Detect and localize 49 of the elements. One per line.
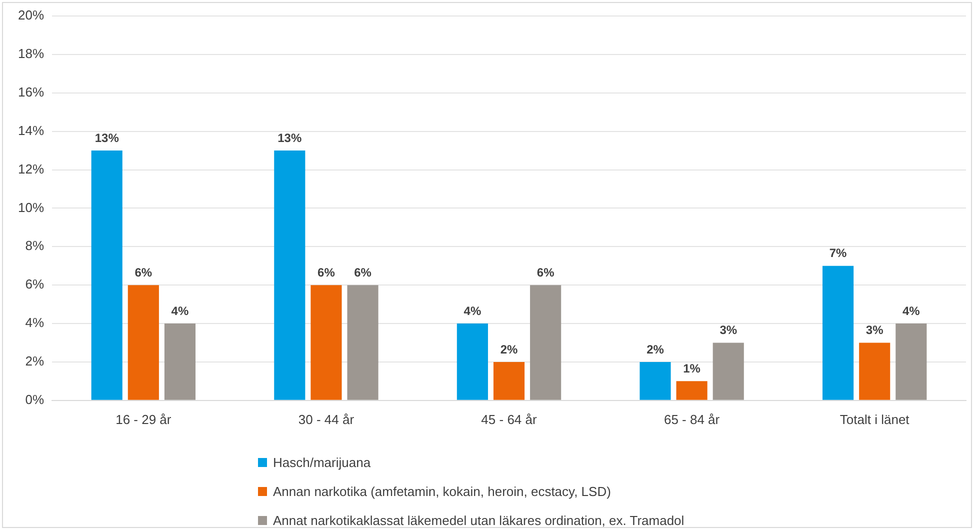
- text: 6%: [354, 265, 372, 280]
- text: 2%: [646, 342, 664, 356]
- text: 13%: [278, 130, 302, 145]
- text: 6%: [318, 265, 335, 280]
- y-tick-label: 20%: [18, 8, 44, 23]
- text: 4%: [171, 304, 189, 318]
- bar: [822, 266, 854, 400]
- y-tick-label: 16%: [18, 84, 44, 100]
- y-tick-label: 10%: [18, 200, 44, 215]
- x-tick-label: 30 - 44 år: [298, 412, 355, 427]
- y-tick-label: 2%: [25, 354, 44, 369]
- y-tick-label: 0%: [25, 392, 44, 407]
- text: 3%: [866, 323, 884, 338]
- bar: [164, 324, 196, 400]
- x-tick-label: 45 - 64 år: [481, 412, 538, 427]
- bar: [530, 285, 562, 400]
- legend-label: Hasch/marijuana: [273, 455, 371, 470]
- bar: [456, 324, 488, 400]
- bar: [896, 324, 927, 400]
- text: 13%: [94, 130, 119, 145]
- text: 3%: [720, 323, 738, 338]
- y-tick-label: 4%: [25, 315, 44, 330]
- text: 2%: [500, 342, 518, 356]
- bar: [310, 285, 342, 400]
- bar: [274, 150, 306, 400]
- bar: [347, 285, 378, 400]
- x-tick-label: 65 - 84 år: [664, 412, 720, 427]
- text: 6%: [536, 265, 554, 280]
- bar: [640, 362, 671, 400]
- bar: [128, 285, 159, 400]
- bar: [91, 150, 122, 400]
- bar: [676, 381, 708, 400]
- text: 6%: [134, 265, 152, 280]
- legend-label: Annat narkotikaklassat läkemedel utan läkares ordination, ex. Tramadol: [273, 513, 684, 528]
- text: 7%: [829, 246, 847, 260]
- legend-label: Annan narkotika (amfetamin, kokain, heroin, ecstacy, LSD): [273, 484, 611, 499]
- y-tick-label: 6%: [25, 276, 44, 292]
- x-tick-label: Totalt i länet: [840, 412, 910, 427]
- y-tick-label: 8%: [25, 238, 44, 254]
- text: 4%: [464, 304, 482, 318]
- bar: [859, 342, 890, 400]
- bar: [712, 342, 744, 400]
- bar: [493, 362, 525, 400]
- text: 4%: [902, 304, 920, 318]
- y-tick-label: 18%: [18, 46, 44, 62]
- text: 1%: [683, 361, 700, 376]
- y-tick-label: 14%: [18, 122, 44, 138]
- y-tick-label: 12%: [18, 161, 44, 176]
- x-tick-label: 16 - 29 år: [116, 412, 172, 427]
